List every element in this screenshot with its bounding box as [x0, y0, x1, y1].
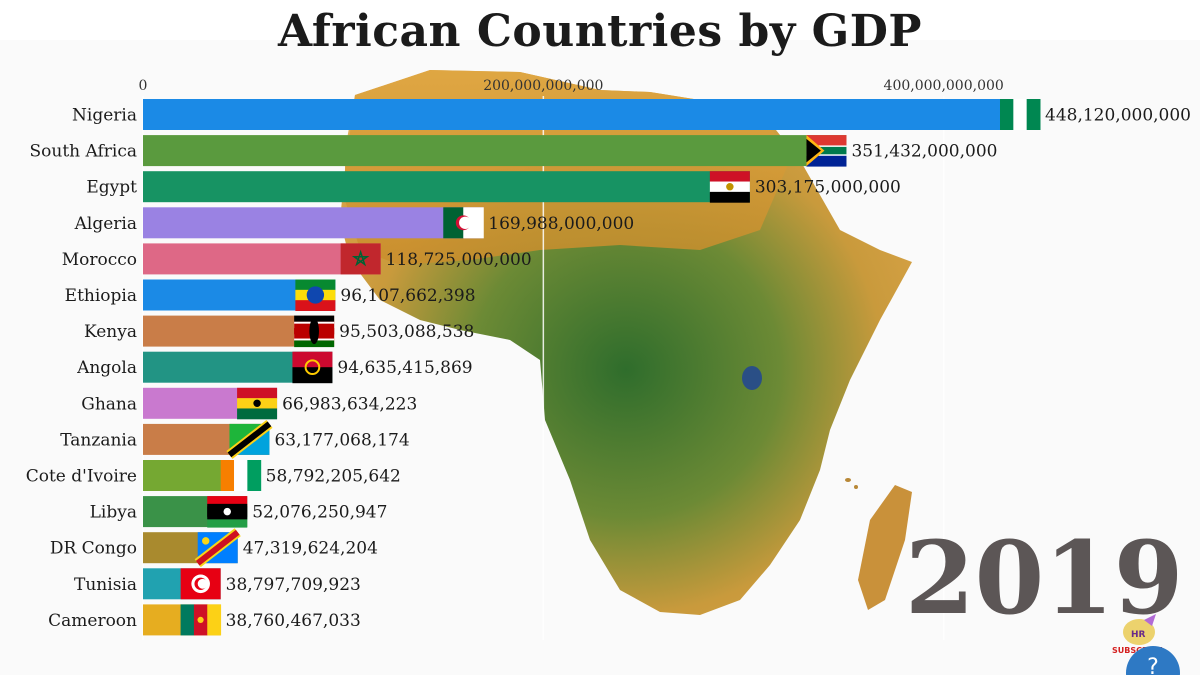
value-label: 94,635,415,869 — [337, 358, 472, 378]
value-label: 96,107,662,398 — [340, 286, 475, 306]
ethiopia-flag-icon — [295, 279, 336, 311]
value-label: 303,175,000,000 — [755, 178, 901, 198]
x-tick-label: 200,000,000,000 — [483, 78, 603, 94]
category-label: Cameroon — [48, 611, 137, 631]
bar-row: Ghana 66,983,634,223 — [81, 387, 417, 420]
lake-victoria-shape — [742, 366, 762, 390]
bar-row: Cote d'Ivoire 58,792,205,642 — [26, 460, 401, 491]
x-tick-label: 400,000,000,000 — [884, 78, 1004, 94]
category-label: Egypt — [86, 178, 137, 198]
tunisia-flag-icon — [180, 568, 221, 600]
ghana-flag-icon — [237, 387, 278, 420]
egypt-flag-icon — [709, 171, 750, 203]
morocco-flag-icon — [340, 243, 381, 275]
category-label: Kenya — [84, 322, 137, 342]
title-background — [0, 0, 1200, 40]
bar-row: Cameroon 38,760,467,033 — [48, 604, 361, 636]
bar — [143, 135, 847, 167]
bars: Nigeria 448,120,000,000 South Africa 351,43… — [26, 99, 1191, 636]
value-label: 118,725,000,000 — [386, 250, 532, 270]
value-label: 66,983,634,223 — [282, 394, 417, 414]
angola-flag-icon — [292, 351, 333, 384]
value-label: 52,076,250,947 — [252, 503, 387, 523]
kenya-flag-icon — [294, 315, 335, 348]
category-label: Angola — [76, 358, 137, 378]
value-label: 38,797,709,923 — [226, 575, 361, 595]
bar-row: Ethiopia 96,107,662,398 — [65, 279, 476, 311]
bar-row: Tanzania 63,177,068,174 — [60, 419, 410, 459]
category-label: Libya — [90, 503, 137, 523]
category-label: Cote d'Ivoire — [26, 467, 137, 487]
bar-row: South Africa 351,432,000,000 — [29, 135, 997, 167]
cote-divoire-flag-icon — [220, 460, 262, 491]
bar-row: Kenya 95,503,088,538 — [84, 315, 474, 348]
tanzania-flag-icon — [226, 419, 273, 459]
channel-logo-icon[interactable]: HR — [1114, 612, 1164, 654]
bar-row: Libya 52,076,250,947 — [90, 496, 387, 528]
madagascar-shape — [858, 485, 912, 610]
value-label: 38,760,467,033 — [226, 611, 361, 631]
bar — [143, 99, 1040, 130]
svg-text:HR: HR — [1131, 630, 1146, 640]
category-label: Algeria — [74, 214, 137, 234]
libya-flag-icon — [207, 496, 248, 528]
category-label: Tanzania — [60, 430, 137, 450]
chart-title: African Countries by GDP — [278, 6, 922, 57]
bar-row: Nigeria 448,120,000,000 — [72, 99, 1191, 130]
value-label: 47,319,624,204 — [243, 539, 378, 559]
south-africa-flag-icon — [806, 135, 847, 167]
cameroon-flag-icon — [180, 604, 222, 636]
category-label: DR Congo — [50, 539, 137, 559]
value-label: 351,432,000,000 — [851, 142, 997, 162]
algeria-flag-icon — [443, 207, 484, 239]
bar-row: Angola 94,635,415,869 — [76, 351, 473, 384]
bar — [143, 171, 750, 203]
category-label: Ethiopia — [65, 286, 137, 306]
x-tick-label: 0 — [139, 78, 148, 94]
bar-row: Algeria 169,988,000,000 — [74, 207, 634, 239]
bar — [143, 207, 484, 239]
category-label: Nigeria — [72, 106, 137, 126]
value-label: 95,503,088,538 — [339, 322, 474, 342]
category-label: Morocco — [62, 250, 137, 270]
value-label: 448,120,000,000 — [1045, 106, 1191, 126]
nigeria-flag-icon — [1000, 99, 1041, 130]
dr-congo-flag-icon — [194, 528, 241, 568]
x-axis-ticks: 0 200,000,000,000 400,000,000,000 — [139, 78, 1004, 94]
category-label: Tunisia — [74, 575, 137, 595]
value-label: 169,988,000,000 — [488, 214, 634, 234]
bar-row: Tunisia 38,797,709,923 — [74, 568, 361, 600]
bar-row: DR Congo 47,319,624,204 — [50, 528, 378, 568]
year-label: 2019 — [905, 519, 1184, 637]
canary-islands-shape — [845, 478, 858, 489]
bar-row: Egypt 303,175,000,000 — [86, 171, 901, 203]
value-label: 63,177,068,174 — [274, 430, 409, 450]
category-label: Ghana — [81, 394, 137, 414]
value-label: 58,792,205,642 — [266, 467, 401, 487]
bar-row: Morocco 118,725,000,000 — [62, 243, 532, 275]
category-label: South Africa — [29, 142, 137, 162]
